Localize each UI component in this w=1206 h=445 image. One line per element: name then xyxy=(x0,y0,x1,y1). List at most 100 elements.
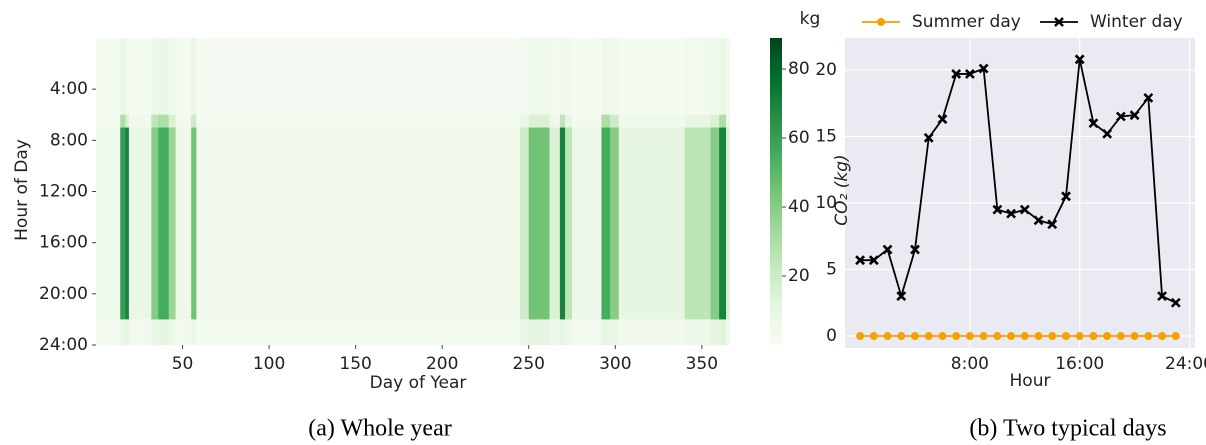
heatmap-cell xyxy=(618,114,685,128)
heatmap-cell xyxy=(684,38,711,116)
marker xyxy=(1102,128,1113,139)
marker xyxy=(869,332,878,341)
heatmap-cell xyxy=(520,114,530,128)
y-axis-label: Hour of Day xyxy=(12,139,32,241)
x-tick-label: 200 xyxy=(426,354,458,374)
series-line xyxy=(860,59,1177,304)
heatmap-cell xyxy=(726,127,730,320)
marker-stroke xyxy=(937,114,948,125)
heatmap-cell xyxy=(151,38,159,116)
marker xyxy=(951,69,962,79)
legend-label: Winter day xyxy=(1090,12,1183,32)
heatmap-cell xyxy=(96,114,121,128)
marker xyxy=(1088,118,1099,129)
marker xyxy=(1116,332,1125,341)
heatmap-cell xyxy=(528,114,550,128)
marker xyxy=(897,332,906,341)
x-tick-label: 250 xyxy=(513,354,545,374)
marker xyxy=(1048,332,1057,341)
heatmap-cell xyxy=(726,319,730,346)
heatmap-cell xyxy=(125,114,130,128)
marker xyxy=(1129,110,1140,121)
marker xyxy=(911,332,919,341)
heatmap-cell xyxy=(168,319,176,346)
marker xyxy=(924,332,933,341)
marker xyxy=(1061,191,1071,202)
heatmap-cell xyxy=(175,127,192,320)
heatmap-cell xyxy=(710,319,720,346)
colorbar xyxy=(770,38,782,345)
marker-stroke xyxy=(896,291,907,302)
marker xyxy=(1020,332,1029,341)
heatmap-cell xyxy=(158,319,170,346)
heatmap-cell xyxy=(196,114,521,128)
marker-stroke xyxy=(882,244,893,255)
x-tick-label: 50 xyxy=(172,354,194,374)
heatmap-cell xyxy=(684,319,711,346)
marker-stroke xyxy=(855,255,866,266)
heatmap-cell xyxy=(710,38,720,116)
heatmap-cell xyxy=(610,38,620,116)
marker xyxy=(952,332,961,341)
x-axis-label: Hour xyxy=(1010,371,1051,391)
heatmap-cell xyxy=(719,114,727,128)
marker xyxy=(1115,111,1126,122)
y-tick-label: 15 xyxy=(815,126,837,146)
marker xyxy=(896,291,907,302)
heatmap-cell xyxy=(710,127,720,320)
marker xyxy=(855,255,866,266)
heatmap-cell xyxy=(549,127,561,320)
heatmap-cell xyxy=(151,114,159,128)
heatmap-cell xyxy=(549,114,561,128)
x-tick-label: 8:00 xyxy=(951,354,989,374)
heatmap-cell xyxy=(151,319,159,346)
heatmap-cell xyxy=(151,127,159,320)
y-tick-label: 20:00 xyxy=(39,284,88,304)
heatmap-cell xyxy=(601,114,611,128)
colorbar-tick-label: 40 xyxy=(788,197,810,217)
marker xyxy=(1019,204,1030,215)
marker-stroke xyxy=(1054,17,1064,27)
heatmap-cell xyxy=(191,319,197,346)
heatmap-cell xyxy=(128,127,152,320)
heatmap-cell xyxy=(158,127,170,320)
heatmap-cell xyxy=(565,114,573,128)
marker-stroke xyxy=(1047,219,1058,230)
marker xyxy=(978,63,989,74)
heatmap-cell xyxy=(125,38,130,116)
heatmap-cell xyxy=(684,127,711,320)
marker-stroke xyxy=(1019,204,1030,215)
y-axis-label: CO₂ (kg) xyxy=(832,154,852,225)
heatmap-cell xyxy=(572,127,602,320)
heatmap-cell xyxy=(719,38,727,116)
marker xyxy=(965,332,974,341)
heatmap-cell xyxy=(710,114,720,128)
marker-stroke xyxy=(1170,297,1181,308)
heatmap-cell xyxy=(610,319,620,346)
marker xyxy=(1034,332,1043,341)
marker xyxy=(1157,291,1167,302)
marker-stroke xyxy=(964,69,975,79)
marker xyxy=(937,114,948,125)
marker xyxy=(1144,332,1153,341)
y-tick-label: 5 xyxy=(826,260,837,280)
heatmap-cell xyxy=(618,319,685,346)
marker-stroke xyxy=(1102,128,1113,139)
marker-stroke xyxy=(910,244,920,255)
x-tick-label: 24:00 xyxy=(1165,354,1206,374)
x-tick-label: 100 xyxy=(253,354,285,374)
marker-stroke xyxy=(1006,208,1016,219)
x-tick-label: 300 xyxy=(599,354,631,374)
heatmap-cell xyxy=(549,319,561,346)
heatmap-cell xyxy=(618,127,685,320)
marker-stroke xyxy=(951,69,962,79)
marker xyxy=(1089,332,1098,341)
y-tick-label: 20 xyxy=(815,60,837,80)
x-tick-label: 150 xyxy=(339,354,371,374)
x-axis-label: Day of Year xyxy=(370,373,467,393)
marker-stroke xyxy=(1033,215,1044,226)
marker-stroke xyxy=(868,255,879,266)
heatmap-cell xyxy=(572,114,602,128)
colorbar-tick-label: 20 xyxy=(788,266,810,286)
heatmap-cell xyxy=(168,38,176,116)
